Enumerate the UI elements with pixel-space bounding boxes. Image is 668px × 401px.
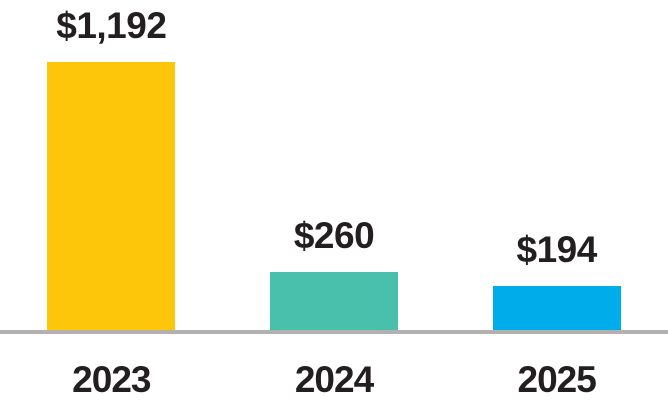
- x-axis-label-2025: 2025: [517, 359, 597, 400]
- x-axis-labels: 2023 2024 2025: [0, 361, 668, 398]
- bar-value-label-2023: $1,192: [56, 5, 167, 46]
- plot-area: $1,192 $260 $194: [0, 0, 668, 330]
- bar-column-2024: $260: [223, 0, 446, 330]
- bar-column-2023: $1,192: [0, 0, 223, 330]
- x-axis-label-2024: 2024: [294, 359, 374, 400]
- bar-2024: [270, 272, 398, 330]
- bar-2023: [47, 62, 176, 330]
- x-axis-line: [0, 330, 668, 334]
- bar-column-2025: $194: [445, 0, 668, 330]
- bar-2025: [492, 286, 621, 330]
- bar-value-label-2024: $260: [293, 215, 375, 256]
- bar-value-label-2025: $194: [516, 229, 598, 270]
- x-axis-label-2023: 2023: [72, 359, 151, 400]
